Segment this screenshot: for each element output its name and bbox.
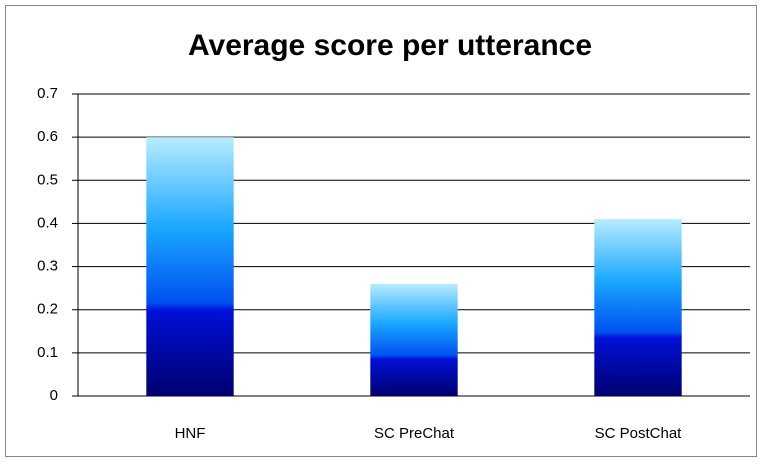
y-tick-label: 0.6 [37,128,58,145]
bar [370,283,458,396]
bar [594,219,682,396]
y-tick-label: 0.3 [37,258,58,275]
y-tick-label: 0.5 [37,171,58,188]
x-tick-label: HNF [175,425,206,442]
x-tick-label: SC PostChat [595,425,683,442]
chart-title: Average score per utterance [188,29,592,62]
y-tick-label: 0.1 [37,344,58,361]
y-tick-label: 0.7 [37,85,58,102]
y-tick-label: 0.4 [37,214,58,231]
y-tick-label: 0 [50,387,58,404]
x-tick-label: SC PreChat [374,425,455,442]
bar [146,137,234,396]
y-tick-label: 0.2 [37,301,58,318]
